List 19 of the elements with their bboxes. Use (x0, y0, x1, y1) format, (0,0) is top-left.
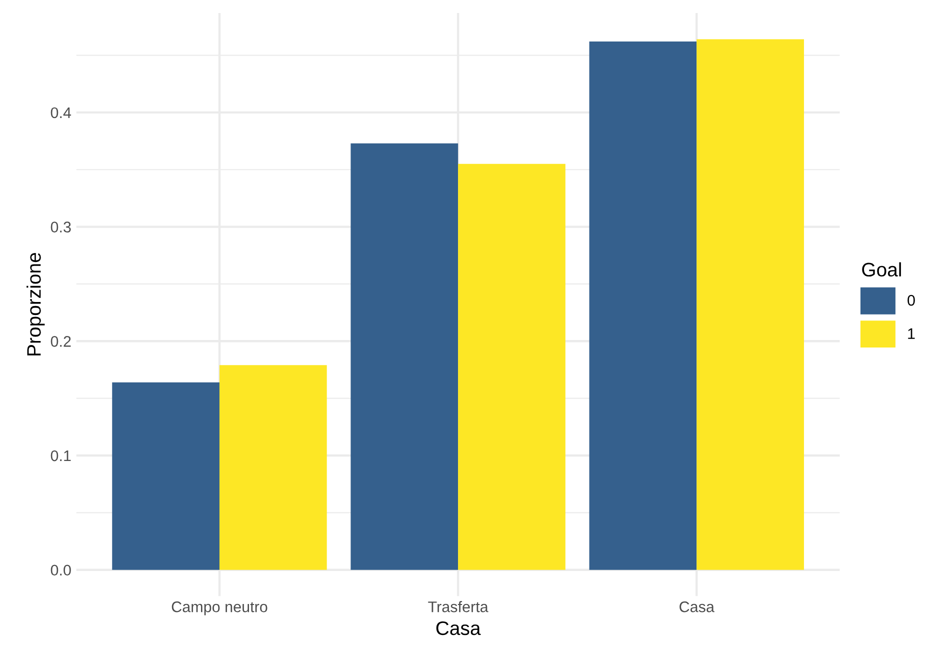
y-tick-label: 0.1 (50, 450, 71, 462)
bar (458, 164, 566, 570)
y-tick-label: 0.3 (50, 222, 71, 232)
x-tick-label: Casa (680, 601, 714, 612)
x-axis-title: Casa (436, 621, 481, 636)
y-tick-label: 0.0 (50, 564, 71, 576)
bar (696, 39, 804, 570)
legend-title: Goal (862, 262, 901, 277)
x-tick-label: Trasferta (428, 601, 488, 612)
y-tick-label: 0.2 (50, 336, 71, 347)
bar (112, 382, 220, 570)
y-axis-title: Proporzione (26, 252, 45, 356)
x-tick-label: Campo neutro (172, 601, 268, 616)
bar (350, 143, 458, 570)
bar (589, 42, 697, 570)
y-tick-label: 0.4 (50, 107, 72, 118)
legend-label: 1 (908, 328, 915, 339)
bar (219, 365, 327, 570)
legend-label: 0 (908, 294, 915, 306)
